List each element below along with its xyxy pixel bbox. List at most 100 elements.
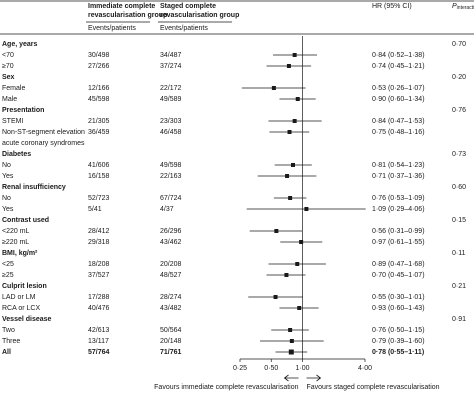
hr-label: 0·81 (0·54–1·23) [372,162,425,169]
events-staged: 49/589 [160,96,182,103]
events-staged: 28/274 [160,294,182,301]
events-staged: 43/462 [160,239,182,246]
events-immediate: 21/305 [88,118,110,125]
events-immediate: 18/208 [88,261,110,268]
hr-label: 1·09 (0·29–4·06) [372,206,425,213]
hr-label: 0·84 (0·52–1·38) [372,52,425,59]
events-immediate: 36/459 [88,129,110,136]
events-staged: 46/458 [160,129,182,136]
row-label: Sex [2,74,15,81]
row-label: Culprit lesion [2,283,47,290]
events-staged: 4/37 [160,206,174,213]
events-staged: 48/527 [160,272,182,279]
arrow-left [283,374,299,382]
hr-label: 0·74 (0·45–1·21) [372,63,425,70]
hr-label: 0·90 (0·60–1·34) [372,96,425,103]
hr-point [273,295,278,299]
x-tick-label: 0·25 [233,365,247,372]
row-label: ≥70 [2,63,14,70]
hr-point [295,97,300,101]
events-staged: 26/296 [160,228,182,235]
row-label: ≥25 [2,272,14,279]
row-label: <220 mL [2,228,30,235]
hr-label: 0·89 (0·47–1·68) [372,261,425,268]
hr-point [285,174,290,178]
row-label: No [2,195,11,202]
p-sub: interaction [457,5,474,11]
events-immediate: 5/41 [88,206,102,213]
hr-point [304,207,309,211]
hr-label: 0·84 (0·47–1·53) [372,118,425,125]
hr-label: 0·97 (0·61–1·55) [372,239,425,246]
hr-point [299,240,304,244]
events-immediate: 29/318 [88,239,110,246]
row-label: Yes [2,173,14,180]
hr-point [288,328,293,332]
row-label: Two [2,327,15,334]
events-immediate: 52/723 [88,195,110,202]
hr-point [297,306,302,310]
events-staged: 22/172 [160,85,182,92]
row-label: RCA or LCX [2,305,40,312]
hr-point [288,196,293,200]
row-label: <25 [2,261,14,268]
p-interaction: 0·91 [452,316,466,323]
events-immediate: 45/598 [88,96,110,103]
hr-point [292,119,297,123]
row-label: <70 [2,52,14,59]
p-interaction: 0·21 [452,283,466,290]
events-immediate: 41/606 [88,162,110,169]
row-label: Renal insufficiency [2,184,66,191]
events-staged: 49/598 [160,162,182,169]
hr-point [290,163,295,167]
x-tick-label: 1·00 [295,365,309,372]
events-immediate: 27/266 [88,63,110,70]
events-staged: 20/148 [160,338,182,345]
row-label: Male [2,96,17,103]
events-staged: 43/482 [160,305,182,312]
row-label: Vessel disease [2,316,52,323]
subheader: Events/patients [160,25,208,32]
row-label: Diabetes [2,151,31,158]
row-label: LAD or LM [2,294,36,301]
events-staged: 22/163 [160,173,182,180]
p-interaction: 0·73 [452,151,466,158]
column-header: revascularisation group [160,12,239,19]
column-header: Staged complete [160,3,216,10]
events-immediate: 28/412 [88,228,110,235]
events-immediate: 30/498 [88,52,110,59]
row-label: acute coronary syndromes [2,140,85,147]
events-staged: 20/208 [160,261,182,268]
events-staged: 67/724 [160,195,182,202]
x-tick-label: 4·00 [358,365,372,372]
hr-label: 0·76 (0·53–1·09) [372,195,425,202]
row-label: All [2,349,11,356]
row-label: No [2,162,11,169]
row-label: STEMI [2,118,23,125]
hr-point [292,53,297,57]
events-immediate: 40/476 [88,305,110,312]
row-label: Non-ST-segment elevation [2,129,85,136]
hr-label: 0·56 (0·31–0·99) [372,228,425,235]
hr-point [274,229,279,233]
row-label: ≥220 mL [2,239,29,246]
events-immediate: 12/166 [88,85,110,92]
hr-point [289,339,294,343]
p-interaction: 0·76 [452,107,466,114]
row-label: Age, years [2,41,38,48]
events-staged: 34/487 [160,52,182,59]
p-interaction: 0·70 [452,41,466,48]
row-label: Presentation [2,107,44,114]
favours-left: Favours immediate complete revascularisa… [154,384,298,391]
p-interaction: 0·11 [452,250,466,257]
arrow-right [306,374,322,382]
hr-label: 0·75 (0·48–1·16) [372,129,425,136]
hr-point [295,262,300,266]
column-header: Immediate complete [88,3,155,10]
events-staged: 71/761 [160,349,182,356]
events-immediate: 57/764 [88,349,110,356]
events-staged: 23/303 [160,118,182,125]
hr-label: 0·70 (0·45–1·07) [372,272,425,279]
hr-point [287,130,292,134]
